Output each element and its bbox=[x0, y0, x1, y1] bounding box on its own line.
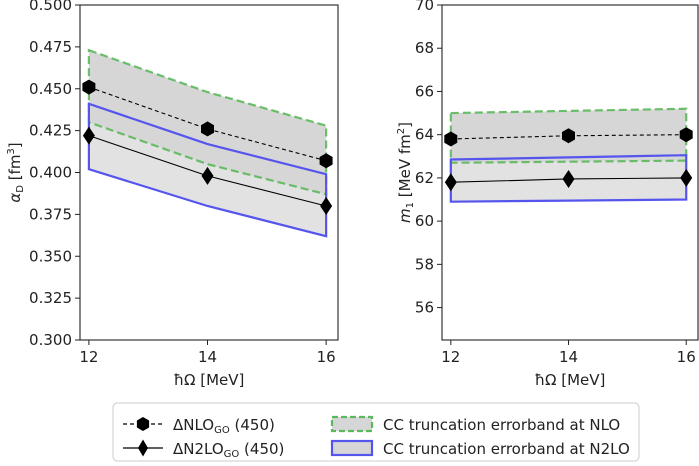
x-tick-label: 14 bbox=[198, 348, 217, 366]
n2lo-diamond-point bbox=[444, 173, 457, 192]
y-tick-label: 64 bbox=[415, 126, 434, 144]
legend-nlo-band-label: CC truncation errorband at NLO bbox=[383, 416, 620, 434]
nlo-hexagon-point bbox=[82, 79, 96, 95]
nlo-hexagon-point bbox=[444, 131, 458, 147]
legend: ΔNLOGO (450) ΔN2LOGO (450) CC truncation… bbox=[112, 402, 640, 462]
x-tick-label: 14 bbox=[559, 348, 578, 366]
nlo-series-line bbox=[450, 134, 687, 140]
x-tick-label: 16 bbox=[677, 348, 696, 366]
legend-entry-nlo-series: ΔNLOGO (450) bbox=[123, 416, 275, 436]
y-tick-label: 58 bbox=[415, 255, 434, 273]
legend-entry-n2lo-band: CC truncation errorband at N2LO bbox=[330, 439, 630, 458]
n2lo-diamond-point bbox=[562, 169, 575, 188]
n2lo-diamond-point bbox=[201, 166, 214, 185]
legend-n2lo-band-label: CC truncation errorband at N2LO bbox=[383, 440, 630, 458]
y-tick-label: 0.350 bbox=[29, 247, 72, 265]
y-tick-label: 60 bbox=[415, 212, 434, 230]
legend-entry-n2lo-series: ΔN2LOGO (450) bbox=[123, 439, 284, 460]
x-axis-label: ħΩ [MeV] bbox=[535, 371, 606, 389]
y-axis-label: m1 [MeV fm2] bbox=[396, 122, 416, 223]
y-tick-label: 0.400 bbox=[29, 164, 72, 182]
y-tick-label: 0.375 bbox=[29, 205, 72, 223]
nlo-hexagon-point bbox=[562, 128, 575, 144]
legend-entry-nlo-band: CC truncation errorband at NLO bbox=[330, 415, 620, 434]
legend-diamond-icon bbox=[138, 439, 148, 457]
y-tick-label: 68 bbox=[415, 39, 434, 57]
x-axis-label: ħΩ [MeV] bbox=[174, 371, 245, 389]
y-tick-label: 0.450 bbox=[29, 80, 72, 98]
y-tick-label: 0.325 bbox=[29, 289, 72, 307]
legend-nlo-band-swatch bbox=[330, 415, 374, 433]
y-tick-label: 66 bbox=[415, 82, 434, 100]
y-tick-label: 70 bbox=[415, 0, 434, 14]
n2lo-diamond-point bbox=[82, 126, 95, 145]
nlo-hexagon-point bbox=[679, 127, 693, 143]
n2lo-diamond-point bbox=[320, 197, 333, 215]
x-tick-label: 12 bbox=[441, 348, 460, 366]
y-axis-label: αD [fm3] bbox=[6, 142, 26, 202]
nlo-hexagon-point bbox=[201, 121, 214, 137]
n2lo-band-outline bbox=[87, 102, 328, 238]
y-tick-label: 0.500 bbox=[29, 0, 72, 14]
y-tick-label: 56 bbox=[415, 299, 434, 317]
x-tick-label: 16 bbox=[317, 348, 336, 366]
plot-frame bbox=[441, 4, 699, 341]
y-tick-label: 0.300 bbox=[29, 331, 72, 349]
y-tick-label: 0.425 bbox=[29, 122, 72, 140]
right-panel-m1: 56 58 60 62 64 66 68 70 12 14 16 ħΩ [MeV] m1 [MeV fm… bbox=[396, 0, 699, 389]
y-tick-label: 62 bbox=[415, 169, 434, 187]
legend-n2lo-label: ΔN2LOGO (450) bbox=[173, 440, 284, 460]
legend-hexagon-icon bbox=[136, 417, 150, 431]
x-tick-label: 12 bbox=[79, 348, 98, 366]
left-panel-alpha-d: 0.300 0.325 0.350 0.375 0.400 0.425 0.450 0.475… bbox=[6, 0, 339, 389]
n2lo-band-outline bbox=[449, 154, 688, 203]
legend-nlo-label: ΔNLOGO (450) bbox=[173, 416, 275, 436]
nlo-hexagon-point bbox=[319, 153, 333, 169]
legend-n2lo-band-swatch bbox=[330, 439, 374, 457]
y-tick-label: 0.475 bbox=[29, 38, 72, 56]
n2lo-diamond-point bbox=[680, 168, 693, 187]
legend-frame bbox=[112, 402, 640, 462]
